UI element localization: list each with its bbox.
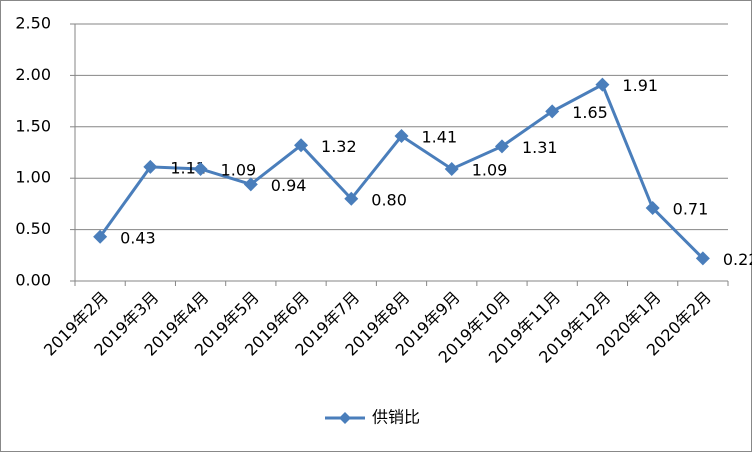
- data-label: 0.22: [723, 250, 752, 269]
- data-label: 0.80: [371, 190, 407, 209]
- point: [193, 161, 208, 176]
- y-tick-label: 0.50: [15, 219, 51, 238]
- data-label: 0.71: [673, 200, 709, 219]
- data-label: 1.32: [321, 137, 357, 156]
- y-tick-label: 2.00: [15, 65, 51, 84]
- point: [294, 138, 309, 153]
- point: [344, 191, 359, 206]
- legend-label: 供销比: [372, 408, 420, 427]
- point: [695, 251, 710, 266]
- data-label: 1.65: [572, 103, 608, 122]
- data-label: 1.09: [472, 160, 508, 179]
- point: [494, 139, 509, 154]
- point: [595, 77, 610, 92]
- point: [645, 201, 660, 216]
- point: [394, 129, 409, 144]
- data-label: 1.41: [422, 128, 458, 147]
- point: [444, 161, 459, 176]
- data-label: 1.11: [170, 158, 206, 177]
- y-tick-label: 0.00: [15, 271, 51, 290]
- point: [545, 104, 560, 119]
- y-tick-label: 1.50: [15, 116, 51, 135]
- point: [143, 159, 158, 174]
- point: [93, 229, 108, 244]
- y-tick-label: 2.50: [15, 14, 51, 33]
- data-label: 1.31: [522, 138, 558, 157]
- data-label: 1.91: [622, 76, 658, 95]
- data-label: 0.94: [271, 176, 307, 195]
- point: [243, 177, 258, 192]
- data-label: 0.43: [120, 228, 156, 247]
- y-tick-label: 1.00: [15, 168, 51, 187]
- legend-marker: [339, 412, 351, 424]
- data-label: 1.09: [221, 160, 257, 179]
